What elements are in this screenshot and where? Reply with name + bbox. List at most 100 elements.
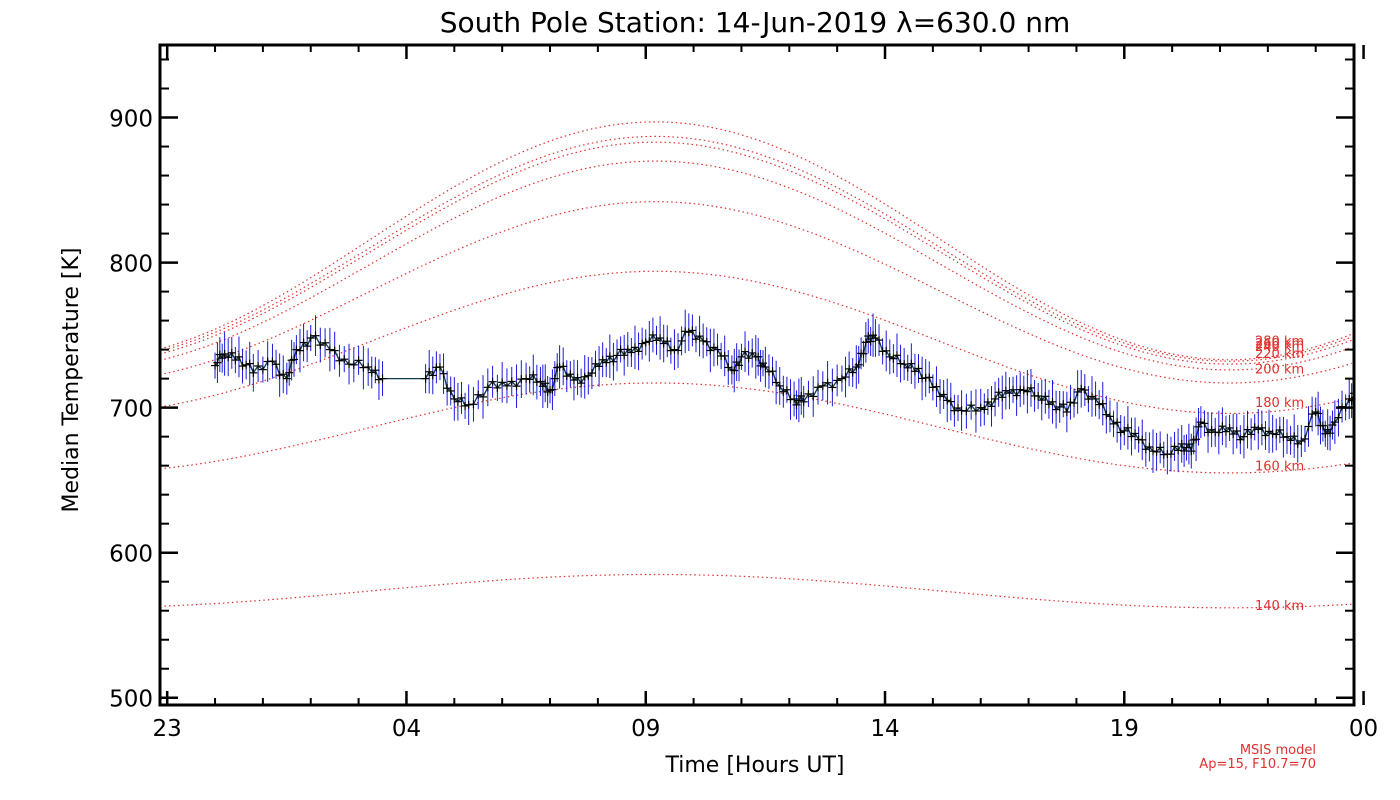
measured-point	[630, 343, 639, 352]
measured-point	[983, 397, 992, 406]
measured-point	[932, 382, 941, 391]
measured-point	[713, 345, 722, 354]
measured-point	[688, 326, 697, 335]
measured-point	[1275, 425, 1284, 434]
x-tick-label: 09	[631, 716, 660, 742]
measured-point	[1379, 386, 1387, 394]
measured-point	[529, 370, 538, 379]
model-curve-label: 180 km	[1255, 396, 1304, 411]
measured-point	[1368, 377, 1376, 385]
measured-point	[1360, 383, 1368, 391]
measured-point	[1177, 439, 1186, 448]
measured-point	[1149, 447, 1158, 456]
measured-point	[1187, 447, 1196, 456]
measured-point	[859, 349, 868, 358]
measured-point	[845, 364, 854, 373]
measured-point	[737, 352, 746, 361]
measured-point	[609, 357, 618, 366]
measured-point	[254, 362, 263, 371]
x-axis: 23 04 09 14 19 00	[153, 45, 1378, 742]
measured-point	[550, 374, 559, 383]
measured-point	[1347, 396, 1354, 405]
measured-point	[786, 395, 795, 404]
measured-point	[224, 353, 233, 362]
measured-point	[903, 363, 912, 372]
measured-point	[469, 400, 478, 409]
measured-point	[245, 359, 254, 368]
measured-point	[907, 359, 916, 368]
measured-point	[1247, 430, 1256, 439]
measured-point	[1023, 387, 1032, 396]
measured-point	[695, 332, 704, 341]
measured-point	[285, 368, 294, 377]
measured-point	[794, 396, 803, 405]
measured-point	[1048, 397, 1057, 406]
measured-point	[507, 377, 516, 386]
measured-point	[573, 373, 582, 382]
measured-point	[841, 373, 850, 382]
measured-point	[994, 388, 1003, 397]
measured-point	[976, 403, 985, 412]
measured-point	[730, 366, 739, 375]
measured-point	[258, 365, 267, 374]
measured-line	[214, 329, 1354, 456]
measured-point	[292, 345, 301, 354]
measured-point	[306, 334, 315, 343]
measured-point	[1091, 394, 1100, 403]
y-axis-label: Median Temperature [K]	[59, 248, 84, 513]
measured-point	[828, 383, 837, 392]
measured-point	[782, 385, 791, 394]
measured-point	[525, 375, 534, 384]
error-bars	[214, 309, 1354, 475]
measured-point	[428, 371, 437, 380]
measured-point	[1145, 442, 1154, 451]
measured-point	[1261, 431, 1270, 440]
measured-point	[1113, 418, 1122, 427]
measured-point	[670, 345, 679, 354]
measured-point	[779, 387, 788, 396]
measured-point	[998, 393, 1007, 402]
measured-point	[1037, 396, 1046, 405]
axes-frame	[158, 43, 1356, 707]
measured-point	[1184, 440, 1193, 449]
measured-point	[823, 378, 832, 387]
measured-point	[1098, 399, 1107, 408]
measured-point	[1170, 442, 1179, 451]
measured-point	[1257, 423, 1266, 432]
measured-point	[1330, 418, 1339, 427]
measured-point	[1362, 376, 1370, 384]
plot-area	[160, 121, 1387, 609]
measured-point	[242, 360, 251, 369]
measured-point	[1334, 413, 1343, 422]
measured-point	[587, 369, 596, 378]
measured-point	[1272, 430, 1281, 439]
measured-point	[562, 372, 571, 381]
measured-point	[613, 351, 622, 360]
model-curve-label: 280 km	[1255, 335, 1304, 350]
measured-point	[218, 354, 227, 363]
measured-point	[340, 355, 349, 364]
measured-point	[792, 400, 801, 409]
model-curve-label: 240 km	[1255, 340, 1304, 355]
measured-point	[1304, 422, 1313, 431]
measured-point	[335, 356, 344, 365]
measured-point	[1102, 410, 1111, 419]
measured-point	[421, 374, 430, 383]
measured-point	[548, 385, 557, 394]
measured-point	[681, 327, 690, 336]
measured-point	[1156, 443, 1165, 452]
measured-point	[991, 394, 1000, 403]
measured-point	[299, 338, 308, 347]
measured-point	[605, 352, 614, 361]
measured-point	[962, 407, 971, 416]
measured-point	[602, 358, 611, 367]
measured-point	[848, 368, 857, 377]
measured-point	[1019, 386, 1028, 395]
measured-point	[566, 370, 575, 379]
measured-point	[1225, 423, 1234, 432]
measured-point	[663, 337, 672, 346]
measured-point	[1194, 422, 1203, 431]
measured-point	[311, 331, 320, 340]
measured-point	[971, 406, 980, 415]
